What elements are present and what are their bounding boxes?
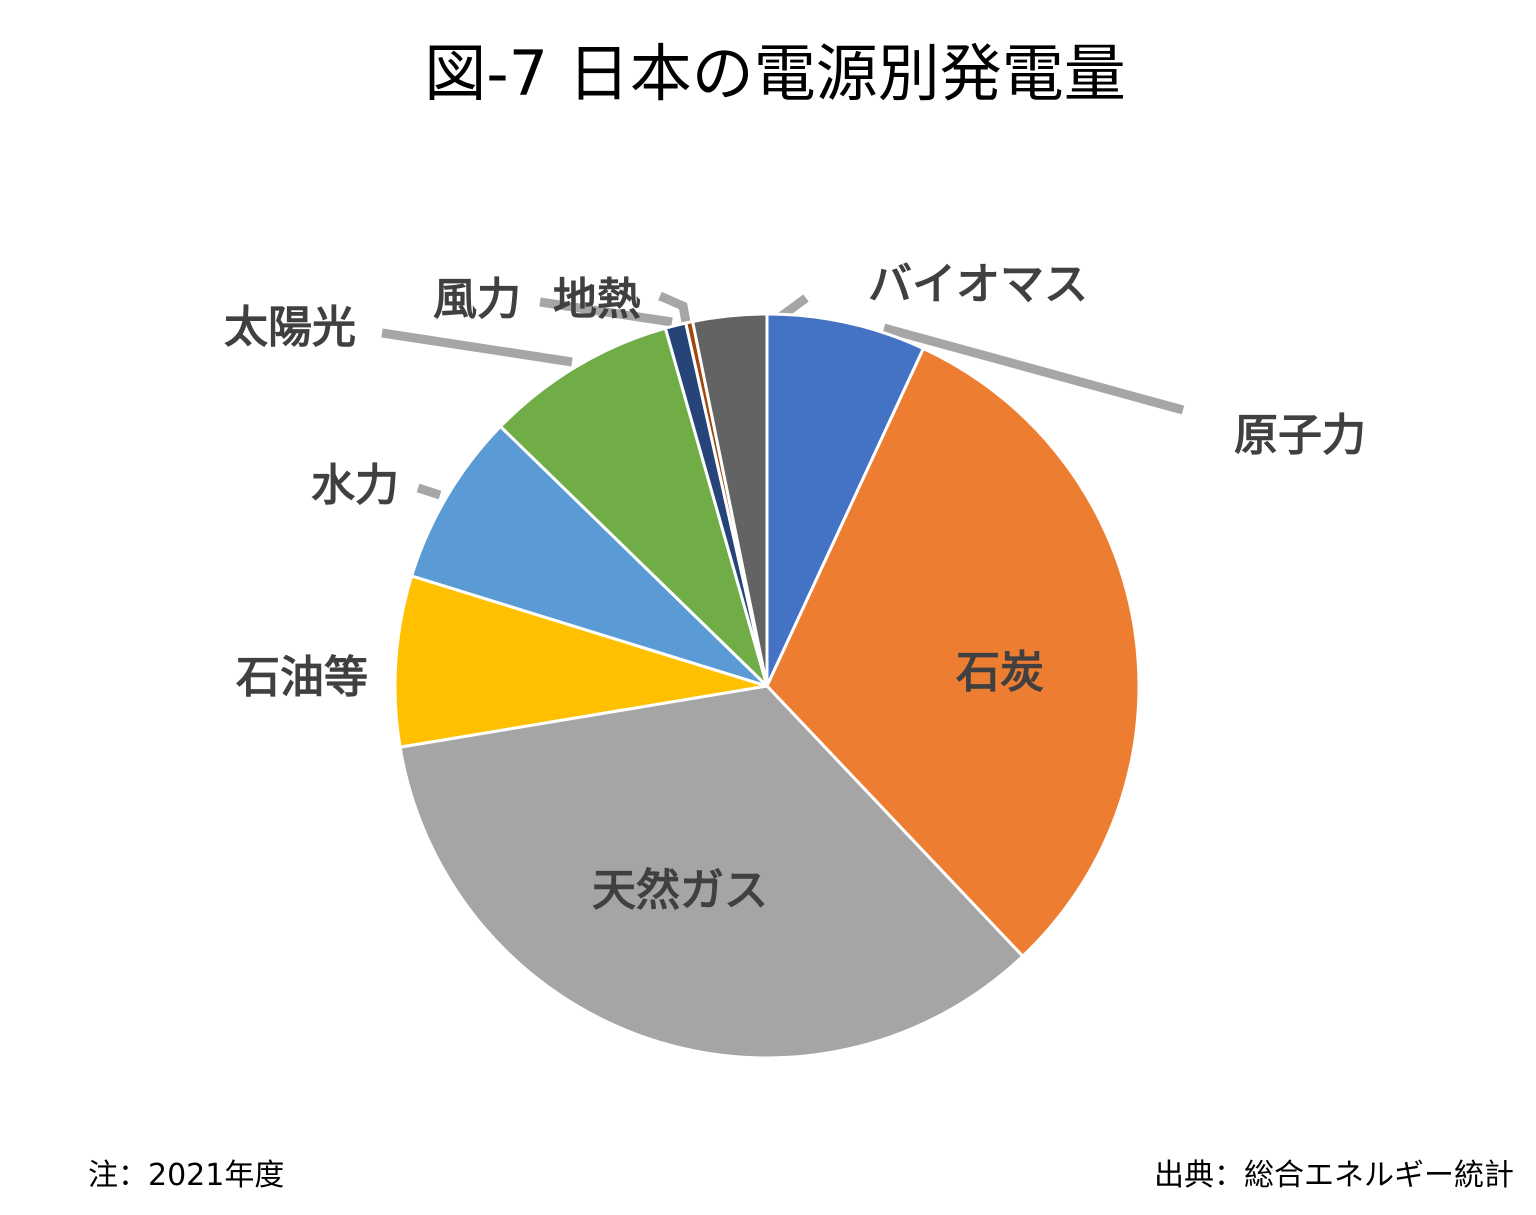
leader-line-6 — [539, 297, 673, 327]
slice-label-5: 太陽光 — [224, 302, 356, 353]
pie-slices — [393, 312, 1141, 1060]
slice-label-7: 地熱 — [553, 274, 641, 325]
slice-label-8: バイオマス — [868, 259, 1088, 310]
slice-label-6: 風力 — [433, 274, 521, 325]
slice-label-0: 原子力 — [1234, 410, 1366, 461]
chart-title: 図-7 日本の電源別発電量 — [424, 37, 1126, 110]
slice-label-3: 石油等 — [236, 652, 368, 703]
chart-source: 出典：総合エネルギー統計 — [1154, 1158, 1514, 1193]
pie-slice-5 — [498, 326, 769, 688]
slice-label-2: 天然ガス — [592, 865, 768, 916]
slice-label-4: 水力 — [311, 460, 399, 511]
chart-note: 注：2021年度 — [88, 1158, 285, 1193]
pie-slice-4 — [410, 424, 769, 688]
slice-label-1: 石炭 — [956, 647, 1044, 698]
leader-line-5 — [381, 328, 573, 367]
pie-slice-2 — [398, 684, 1025, 1060]
pie-slice-0 — [765, 312, 925, 688]
leader-line-0 — [882, 323, 1185, 415]
leader-line-4 — [416, 483, 442, 500]
pie-slice-8 — [691, 312, 769, 688]
leader-line-7 — [658, 291, 691, 323]
pie-slice-1 — [765, 346, 1141, 958]
pie-slice-3 — [393, 574, 769, 749]
leader-lines — [381, 291, 1185, 500]
